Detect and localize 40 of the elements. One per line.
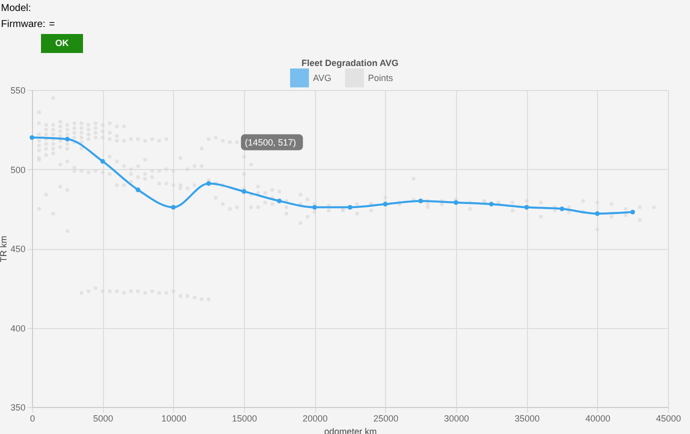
y-tick-label: 400 xyxy=(10,323,26,334)
y-tick-label: 450 xyxy=(10,244,26,254)
x-tick-label: 30000 xyxy=(444,414,470,424)
point xyxy=(524,204,530,210)
x-tick-label: 10000 xyxy=(161,414,186,424)
text: Firmware: xyxy=(1,19,46,30)
point xyxy=(418,198,424,204)
x-tick-label: 25000 xyxy=(373,414,398,424)
legend-label: Points xyxy=(368,72,394,83)
point xyxy=(242,189,246,194)
y-axis-title: TR km xyxy=(0,236,8,262)
point xyxy=(630,210,636,214)
point xyxy=(136,188,140,192)
point xyxy=(170,204,176,210)
text: OK xyxy=(55,38,70,48)
point xyxy=(560,206,564,212)
x-tick-label: 15000 xyxy=(232,414,258,424)
y-tick-label: 550 xyxy=(10,86,26,96)
point xyxy=(100,158,106,164)
x-tick-label: 0 xyxy=(30,414,36,424)
point xyxy=(348,204,352,210)
y-tick-label: 500 xyxy=(10,164,26,175)
x-tick-label: 45000 xyxy=(656,414,682,424)
y-tick-label: 350 xyxy=(10,402,26,412)
text: Model: xyxy=(1,3,32,14)
x-tick-label: 35000 xyxy=(514,414,540,424)
x-tick-label: 40000 xyxy=(585,414,610,424)
chart-title: Fleet Degradation AVG xyxy=(301,58,399,68)
point xyxy=(594,211,600,216)
point xyxy=(488,202,494,206)
point xyxy=(206,181,212,186)
text: = xyxy=(49,19,55,30)
point xyxy=(30,135,34,140)
point xyxy=(312,204,318,210)
point xyxy=(64,136,70,142)
legend-label: AVG xyxy=(313,72,332,83)
point xyxy=(276,198,282,204)
x-tick-label: 5000 xyxy=(93,414,114,424)
annotation: (14500, 517) xyxy=(244,137,296,148)
x-tick-label: 20000 xyxy=(302,414,328,424)
